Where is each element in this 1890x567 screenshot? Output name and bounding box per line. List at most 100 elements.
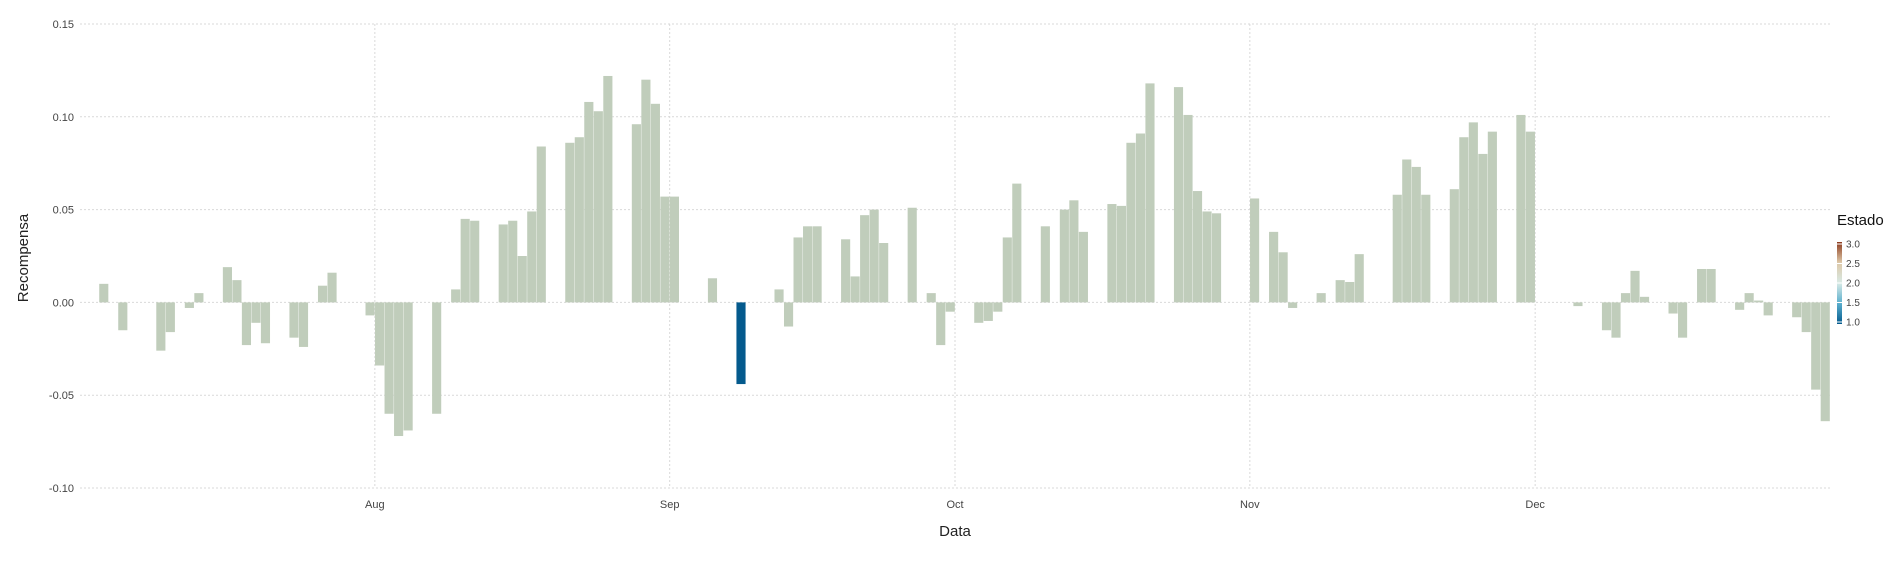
bar <box>432 302 442 414</box>
bar <box>1601 302 1612 331</box>
bar <box>1792 302 1802 318</box>
y-tick-label: -0.10 <box>49 483 74 495</box>
bar <box>1135 133 1146 303</box>
y-tick-label: 0.05 <box>53 205 74 217</box>
bar <box>1735 302 1745 310</box>
legend-tick-label: 3.0 <box>1846 240 1860 251</box>
bar <box>1763 302 1773 316</box>
bar <box>1288 302 1298 308</box>
bar <box>793 237 803 303</box>
bar <box>907 207 917 303</box>
bar <box>260 302 271 344</box>
bar <box>869 209 879 303</box>
bar <box>1145 83 1155 303</box>
bar <box>384 302 394 414</box>
bar <box>536 146 546 303</box>
bar <box>1040 226 1050 303</box>
bar <box>1421 194 1431 303</box>
bar <box>184 302 194 308</box>
y-tick-label: 0.00 <box>53 297 74 309</box>
bar <box>1335 280 1345 303</box>
y-tick-label: -0.05 <box>49 390 74 402</box>
bar <box>1107 204 1117 303</box>
bar <box>631 124 641 303</box>
bar <box>156 302 166 351</box>
bar <box>812 226 822 303</box>
bars <box>99 75 1830 437</box>
bar <box>1354 254 1364 303</box>
bar <box>850 276 860 303</box>
y-tick-label: 0.10 <box>53 112 74 124</box>
bar <box>1468 122 1478 303</box>
legend-title: Estado <box>1837 212 1884 229</box>
legend-ticks: 3.0 2.5 2.0 1.5 1.0 <box>1837 240 1860 329</box>
x-tick-label: Aug <box>365 499 385 511</box>
bar <box>1820 302 1830 422</box>
bar <box>289 302 299 338</box>
bar <box>298 302 309 347</box>
bar <box>1345 281 1355 303</box>
bar <box>327 272 337 303</box>
bar <box>660 196 670 303</box>
bar <box>1459 137 1469 303</box>
x-tick-label: Sep <box>660 499 680 511</box>
bar <box>945 302 955 312</box>
bar <box>841 239 851 303</box>
bar <box>165 302 175 333</box>
legend: Estado 3.0 2.5 2.0 1.5 1.0 <box>1837 212 1884 329</box>
bar <box>118 302 128 331</box>
bar <box>1116 205 1127 303</box>
bar <box>1668 302 1678 314</box>
bar <box>1402 159 1412 303</box>
bar <box>1392 194 1402 303</box>
bar <box>241 302 252 346</box>
bar <box>1126 142 1136 303</box>
x-tick-label: Nov <box>1240 499 1260 511</box>
y-tick-label: 0.15 <box>53 19 74 31</box>
legend-tick-label: 1.5 <box>1846 298 1860 309</box>
bar <box>317 285 328 303</box>
bar <box>669 196 679 303</box>
bar <box>803 226 813 303</box>
bar <box>1002 237 1012 303</box>
bar <box>460 218 470 303</box>
bar <box>974 302 984 323</box>
bar <box>527 211 537 303</box>
bar <box>1516 114 1526 303</box>
bar <box>99 283 109 303</box>
bar <box>1269 231 1279 303</box>
bar <box>983 302 993 321</box>
bar <box>1316 293 1326 303</box>
bar <box>1801 302 1811 333</box>
bar <box>508 220 518 303</box>
bar <box>1449 189 1459 303</box>
bar <box>926 293 936 303</box>
bar <box>1678 302 1688 338</box>
bar <box>1630 270 1640 303</box>
legend-tick-label: 2.5 <box>1846 259 1860 270</box>
bar <box>641 79 651 303</box>
bar <box>574 137 584 303</box>
x-axis-title: Data <box>939 523 971 540</box>
bar <box>1811 302 1821 390</box>
bar <box>1744 293 1754 303</box>
bar <box>860 215 870 303</box>
bar <box>194 293 204 303</box>
bar <box>1611 302 1621 338</box>
bar <box>517 256 527 303</box>
bar <box>498 224 508 303</box>
x-tick-label: Dec <box>1525 499 1545 511</box>
bar <box>736 302 746 385</box>
bar <box>650 103 660 303</box>
bar <box>1012 183 1022 303</box>
bar <box>1639 296 1650 303</box>
bar <box>1697 268 1707 303</box>
x-tick-label: Oct <box>946 499 963 511</box>
bar <box>451 289 461 303</box>
bar <box>584 101 594 303</box>
x-axis: Aug Sep Oct Nov Dec <box>365 499 1545 511</box>
bar <box>1525 131 1535 303</box>
bar <box>707 278 718 303</box>
